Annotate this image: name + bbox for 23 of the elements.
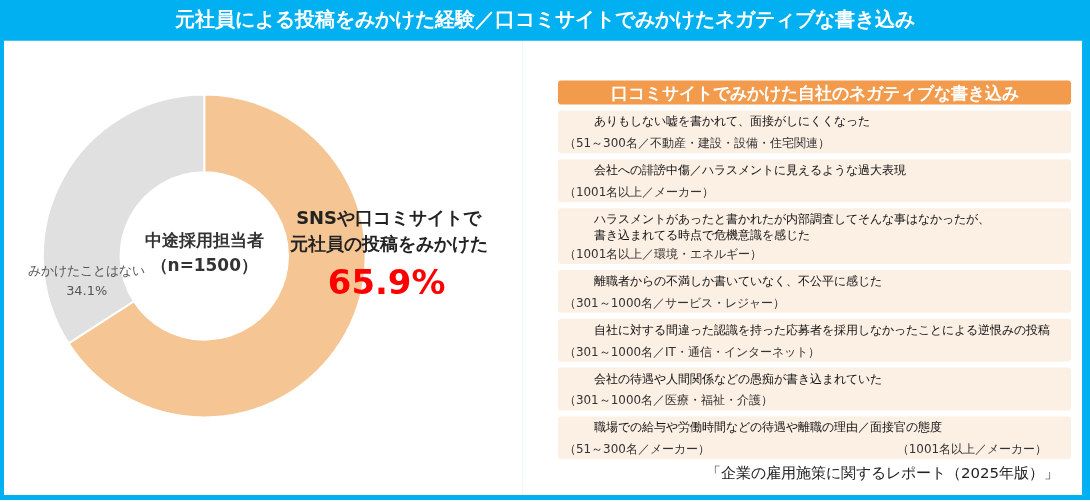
text: 「企業の雇用施策に関するレポート（2025年版）」 <box>706 464 1060 483</box>
text: （1001名以上／メーカー） <box>896 442 1048 457</box>
text: 口コミサイトでみかけた自社のネガティブな書き込み <box>610 82 1019 103</box>
text: （1001名以上／メーカー） <box>563 185 715 200</box>
category-label: 会社の待遇や人間関係などの愚痴が書き込まれていた <box>593 370 882 386</box>
text: （51～300名／メーカー） <box>563 442 710 457</box>
category-label: ハラスメントがあったと書かれたが内部調査してそんな事はなかったが、書き込まれてる時点で危機意識を感じた <box>592 211 990 243</box>
category-label: ありもしない嘘を書かれて、面接がしにくくなった <box>593 113 870 129</box>
text: （51～300名／不動産・建設・設備・住宅関連） <box>563 136 830 151</box>
slice-label: SNSや口コミサイトで元社員の投稿をみかけた <box>288 207 488 254</box>
slice-label: みかけたことはない <box>28 262 146 278</box>
text: 元社員による投稿をみかけた経験／口コミサイトでみかけたネガティブな書き込み <box>174 7 915 31</box>
text: （1001名以上／環境・エネルギー） <box>563 246 763 261</box>
category-label: 会社への誹謗中傷／ハラスメントに見えるような過大表現 <box>593 162 906 178</box>
data-label: 34.1% <box>66 282 108 298</box>
text: （301～1000名／医療・福祉・介護） <box>563 393 774 408</box>
text: （301～1000名／IT・通信・インターネット） <box>563 344 820 359</box>
category-label: 職場での給与や労働時間などの待遇や離職の理由／面接官の態度 <box>593 419 942 435</box>
text: 中途採用担当者（n=1500） <box>144 230 264 275</box>
data-label: 65.9% <box>327 262 446 302</box>
category-label: 自社に対する間違った認識を持った応募者を採用しなかったことによる逆恨みの投稿 <box>593 321 1050 337</box>
category-label: 離職者からの不満しか書いていなく、不公平に感じた <box>593 272 882 288</box>
text: （301～1000名／サービス・レジャー） <box>563 295 786 310</box>
